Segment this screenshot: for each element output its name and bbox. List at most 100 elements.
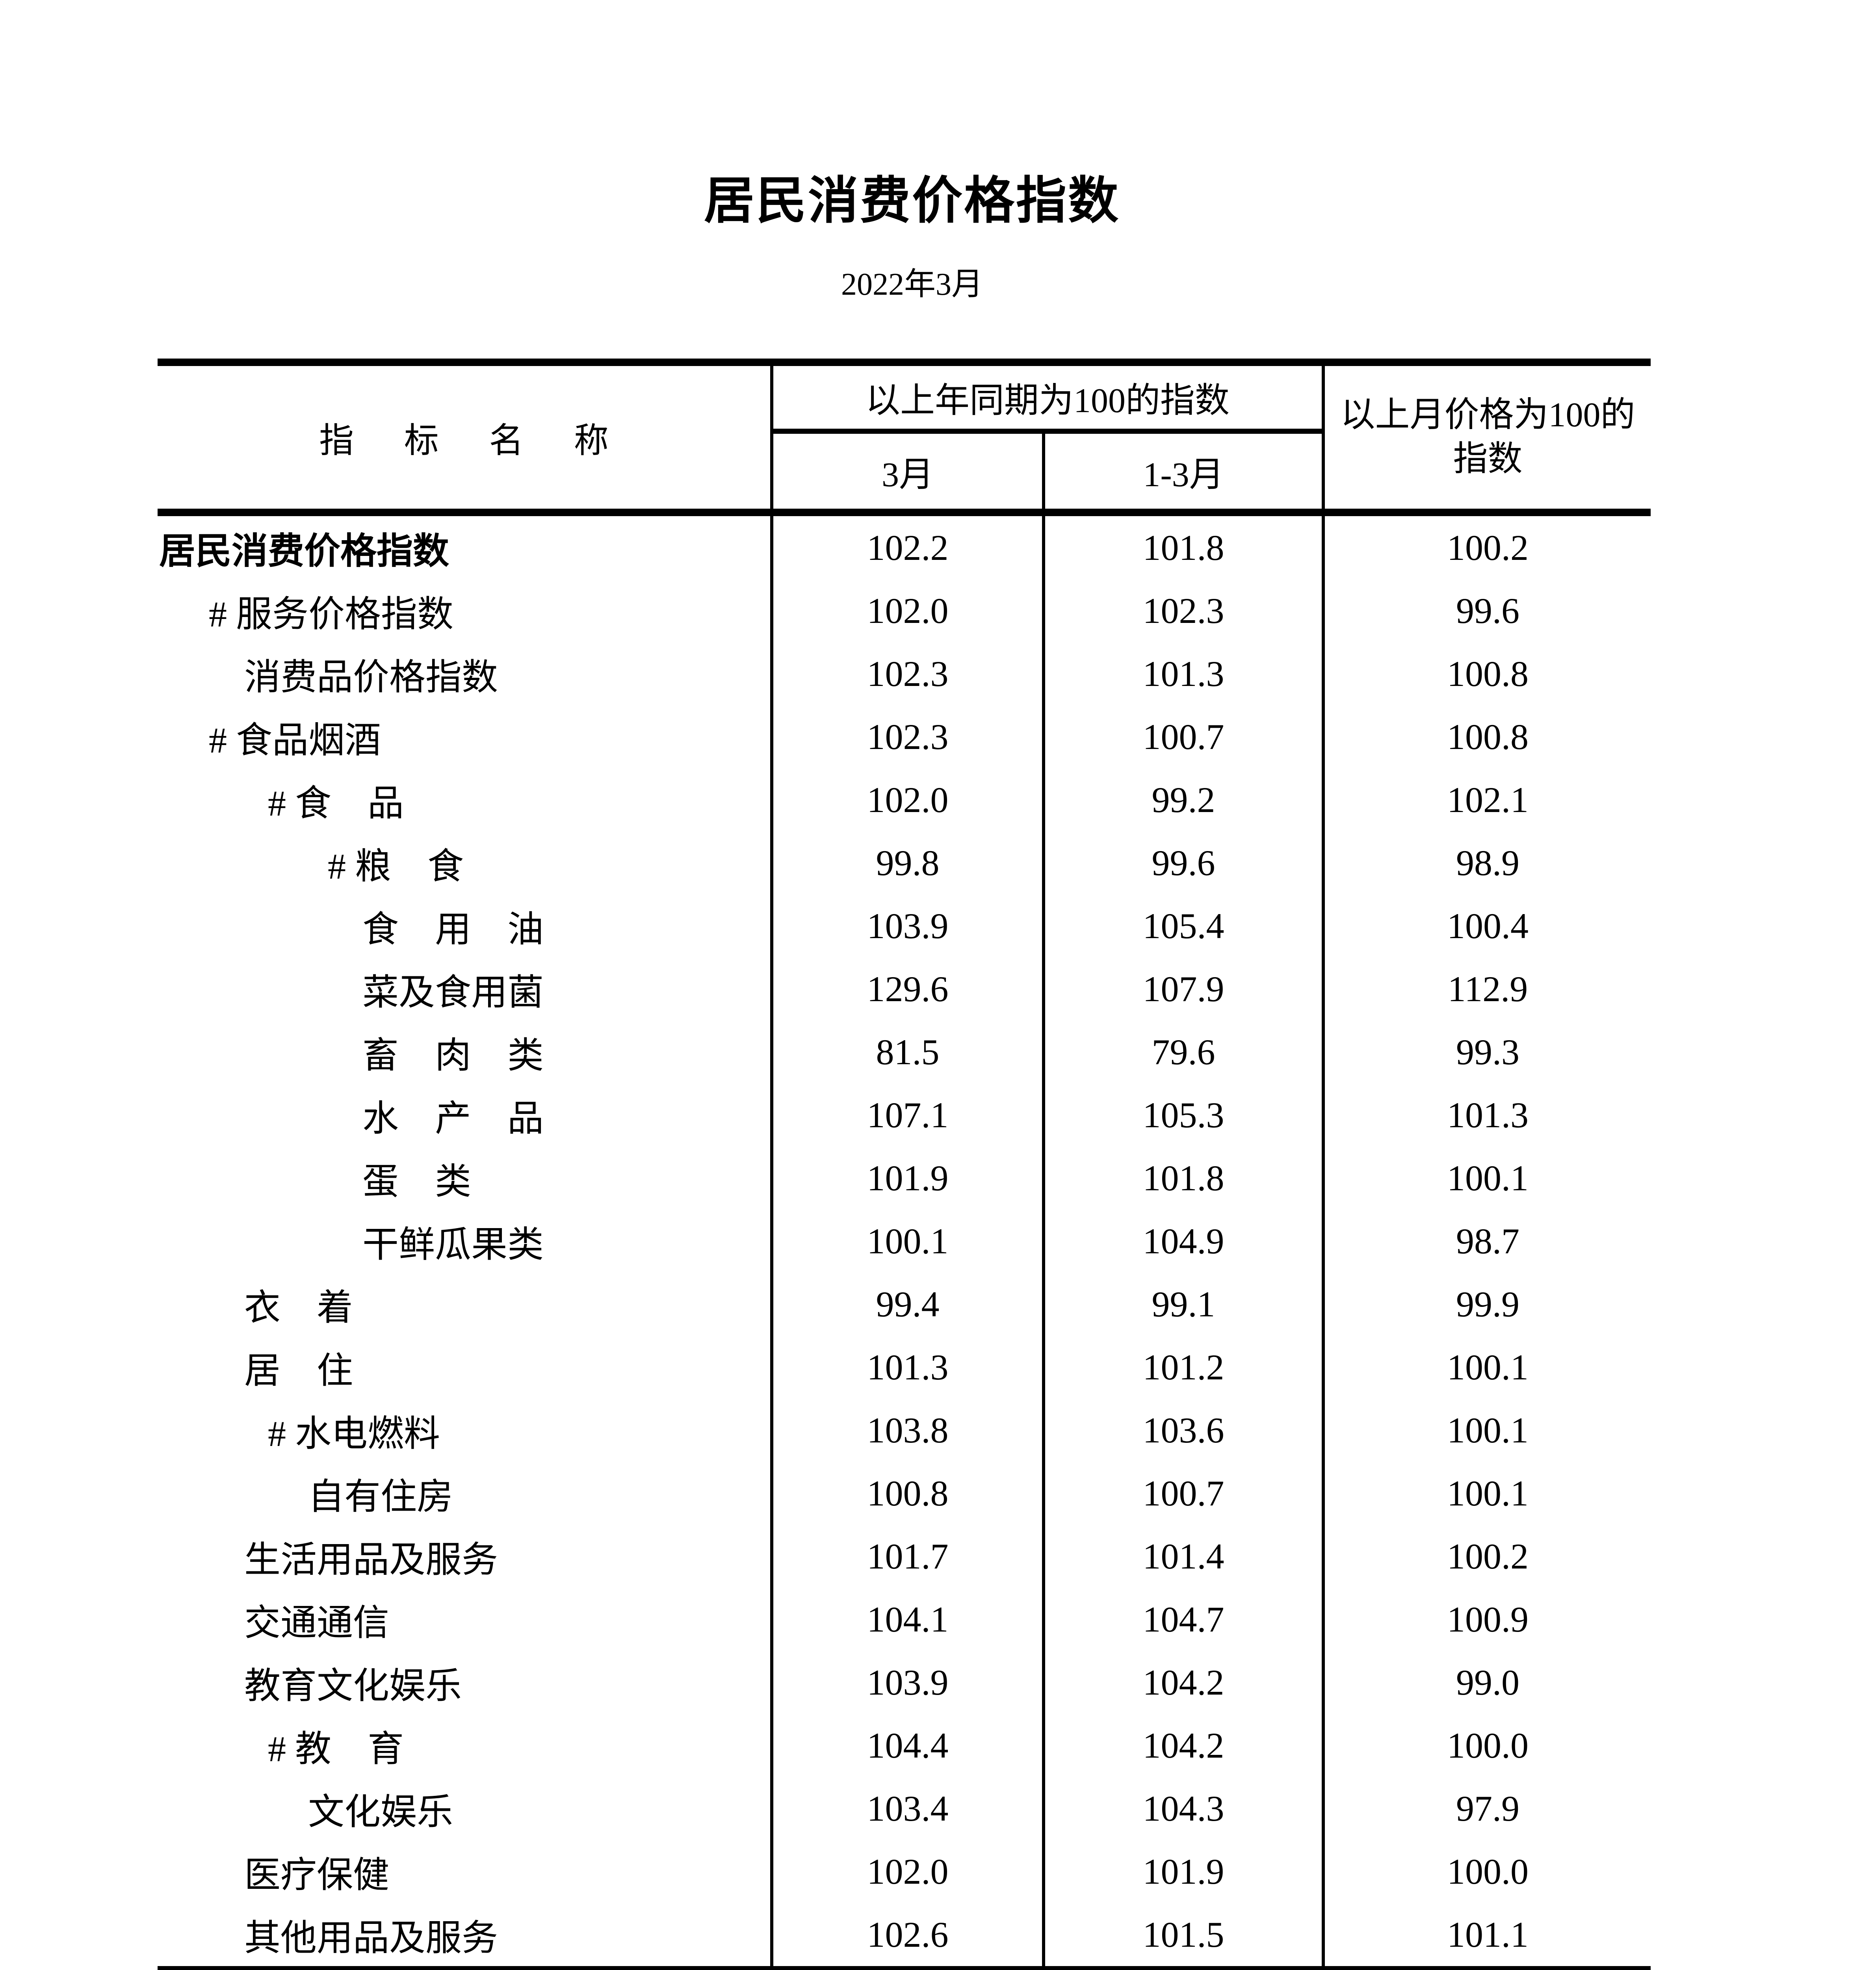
row-value-jan-march: 102.3	[1042, 579, 1322, 642]
row-value-jan-march: 104.3	[1042, 1777, 1322, 1840]
table-row: 衣 着 99.4 99.1 99.9	[158, 1273, 1651, 1336]
row-value-jan-march: 101.3	[1042, 642, 1322, 705]
header-indicator-name: 指标名称	[158, 366, 770, 509]
row-value-march: 103.9	[770, 894, 1042, 957]
table-row: 文化娱乐 103.4 104.3 97.9	[158, 1777, 1651, 1840]
row-value-jan-march: 99.1	[1042, 1273, 1322, 1336]
row-value-jan-march: 104.7	[1042, 1588, 1322, 1651]
header-col-mom-line2: 指数	[1453, 440, 1523, 478]
row-label: # 粮 食	[328, 846, 464, 886]
row-value-march: 104.1	[770, 1588, 1042, 1651]
header-indicator-label: 指标名称	[319, 422, 659, 460]
row-value-march: 101.7	[770, 1525, 1042, 1588]
table-row: 教育文化娱乐 103.9 104.2 99.0	[158, 1651, 1651, 1714]
row-value-jan-march: 107.9	[1042, 957, 1322, 1020]
table-row: # 服务价格指数 102.0 102.3 99.6	[158, 579, 1651, 642]
row-value-march: 102.2	[770, 516, 1042, 579]
row-value-march: 100.8	[770, 1462, 1042, 1525]
row-value-jan-march: 101.4	[1042, 1525, 1322, 1588]
table-row: # 食品烟酒 102.3 100.7 100.8	[158, 705, 1651, 768]
row-value-mom: 99.9	[1322, 1273, 1651, 1336]
row-value-jan-march: 105.4	[1042, 894, 1322, 957]
page-title: 居民消费价格指数	[704, 173, 1120, 229]
row-value-march: 104.4	[770, 1714, 1042, 1777]
row-label: 食 用 油	[362, 909, 544, 950]
row-value-march: 102.3	[770, 642, 1042, 705]
cpi-table: 指标名称 以上年同期为100的指数 3月 1-3月 以上月价格为100的 指数 …	[158, 359, 1651, 1970]
row-value-mom: 100.4	[1322, 894, 1651, 957]
table-body: 居民消费价格指数 102.2 101.8 100.2 # 服务价格指数 102.0 102.…	[158, 516, 1651, 1966]
table-row: 菜及食用菌 129.6 107.9 112.9	[158, 957, 1651, 1020]
row-label: 文化娱乐	[308, 1792, 453, 1832]
row-label: 畜 肉 类	[362, 1035, 544, 1076]
row-value-mom: 100.2	[1322, 516, 1651, 579]
header-col-jan-march: 1-3月	[1042, 434, 1322, 509]
report-period: 2022年3月	[841, 267, 983, 302]
row-value-mom: 100.1	[1322, 1147, 1651, 1210]
table-row: # 水电燃料 103.8 103.6 100.1	[158, 1399, 1651, 1462]
row-value-mom: 101.1	[1322, 1903, 1651, 1966]
row-value-mom: 100.1	[1322, 1462, 1651, 1525]
table-row: 医疗保健 102.0 101.9 100.0	[158, 1840, 1651, 1903]
row-value-jan-march: 100.7	[1042, 705, 1322, 768]
row-label: 蛋 类	[362, 1161, 472, 1202]
row-label: 教育文化娱乐	[244, 1665, 462, 1706]
row-value-march: 99.8	[770, 831, 1042, 894]
row-value-mom: 100.1	[1322, 1336, 1651, 1399]
row-value-jan-march: 104.2	[1042, 1651, 1322, 1714]
row-value-march: 102.0	[770, 1840, 1042, 1903]
row-value-mom: 99.0	[1322, 1651, 1651, 1714]
row-value-mom: 100.1	[1322, 1399, 1651, 1462]
row-value-mom: 100.0	[1322, 1840, 1651, 1903]
row-value-mom: 100.8	[1322, 705, 1651, 768]
row-label: 居民消费价格指数	[159, 531, 449, 571]
row-label: 其他用品及服务	[244, 1918, 498, 1958]
row-value-jan-march: 100.7	[1042, 1462, 1322, 1525]
row-value-jan-march: 79.6	[1042, 1020, 1322, 1084]
row-value-mom: 112.9	[1322, 957, 1651, 1020]
table-row: 居民消费价格指数 102.2 101.8 100.2	[158, 516, 1651, 579]
table-row: 水 产 品 107.1 105.3 101.3	[158, 1084, 1651, 1147]
table-row: 生活用品及服务 101.7 101.4 100.2	[158, 1525, 1651, 1588]
row-value-mom: 98.7	[1322, 1210, 1651, 1273]
row-value-march: 101.9	[770, 1147, 1042, 1210]
row-value-march: 102.0	[770, 579, 1042, 642]
row-value-mom: 100.9	[1322, 1588, 1651, 1651]
row-value-mom: 102.1	[1322, 768, 1651, 831]
table-row: 干鲜瓜果类 100.1 104.9 98.7	[158, 1210, 1651, 1273]
row-label: 居 住	[244, 1350, 353, 1391]
row-value-march: 100.1	[770, 1210, 1042, 1273]
header-col-mom-line1: 以上月价格为100的	[1340, 396, 1635, 434]
table-row: 食 用 油 103.9 105.4 100.4	[158, 894, 1651, 957]
row-value-jan-march: 101.9	[1042, 1840, 1322, 1903]
row-label: 生活用品及服务	[244, 1539, 498, 1580]
row-value-jan-march: 99.6	[1042, 831, 1322, 894]
table-row: 交通通信 104.1 104.7 100.9	[158, 1588, 1651, 1651]
row-value-mom: 98.9	[1322, 831, 1651, 894]
row-value-march: 99.4	[770, 1273, 1042, 1336]
row-value-march: 129.6	[770, 957, 1042, 1020]
row-label: 水 产 品	[362, 1098, 544, 1139]
row-label: 交通通信	[244, 1602, 390, 1643]
table-row: 其他用品及服务 102.6 101.5 101.1	[158, 1903, 1651, 1966]
row-value-march: 81.5	[770, 1020, 1042, 1084]
row-value-jan-march: 105.3	[1042, 1084, 1322, 1147]
row-label: # 服务价格指数	[209, 594, 454, 634]
row-value-mom: 101.3	[1322, 1084, 1651, 1147]
row-value-jan-march: 104.9	[1042, 1210, 1322, 1273]
table-row: 自有住房 100.8 100.7 100.1	[158, 1462, 1651, 1525]
row-value-march: 103.8	[770, 1399, 1042, 1462]
row-value-jan-march: 101.8	[1042, 1147, 1322, 1210]
row-value-march: 102.0	[770, 768, 1042, 831]
row-value-mom: 100.2	[1322, 1525, 1651, 1588]
row-value-march: 107.1	[770, 1084, 1042, 1147]
row-value-jan-march: 103.6	[1042, 1399, 1322, 1462]
row-label: # 水电燃料	[268, 1413, 440, 1454]
table-row: # 食 品 102.0 99.2 102.1	[158, 768, 1651, 831]
table-row: 蛋 类 101.9 101.8 100.1	[158, 1147, 1651, 1210]
row-value-mom: 97.9	[1322, 1777, 1651, 1840]
row-value-jan-march: 104.2	[1042, 1714, 1322, 1777]
row-label: 自有住房	[308, 1476, 453, 1517]
row-value-mom: 100.8	[1322, 642, 1651, 705]
